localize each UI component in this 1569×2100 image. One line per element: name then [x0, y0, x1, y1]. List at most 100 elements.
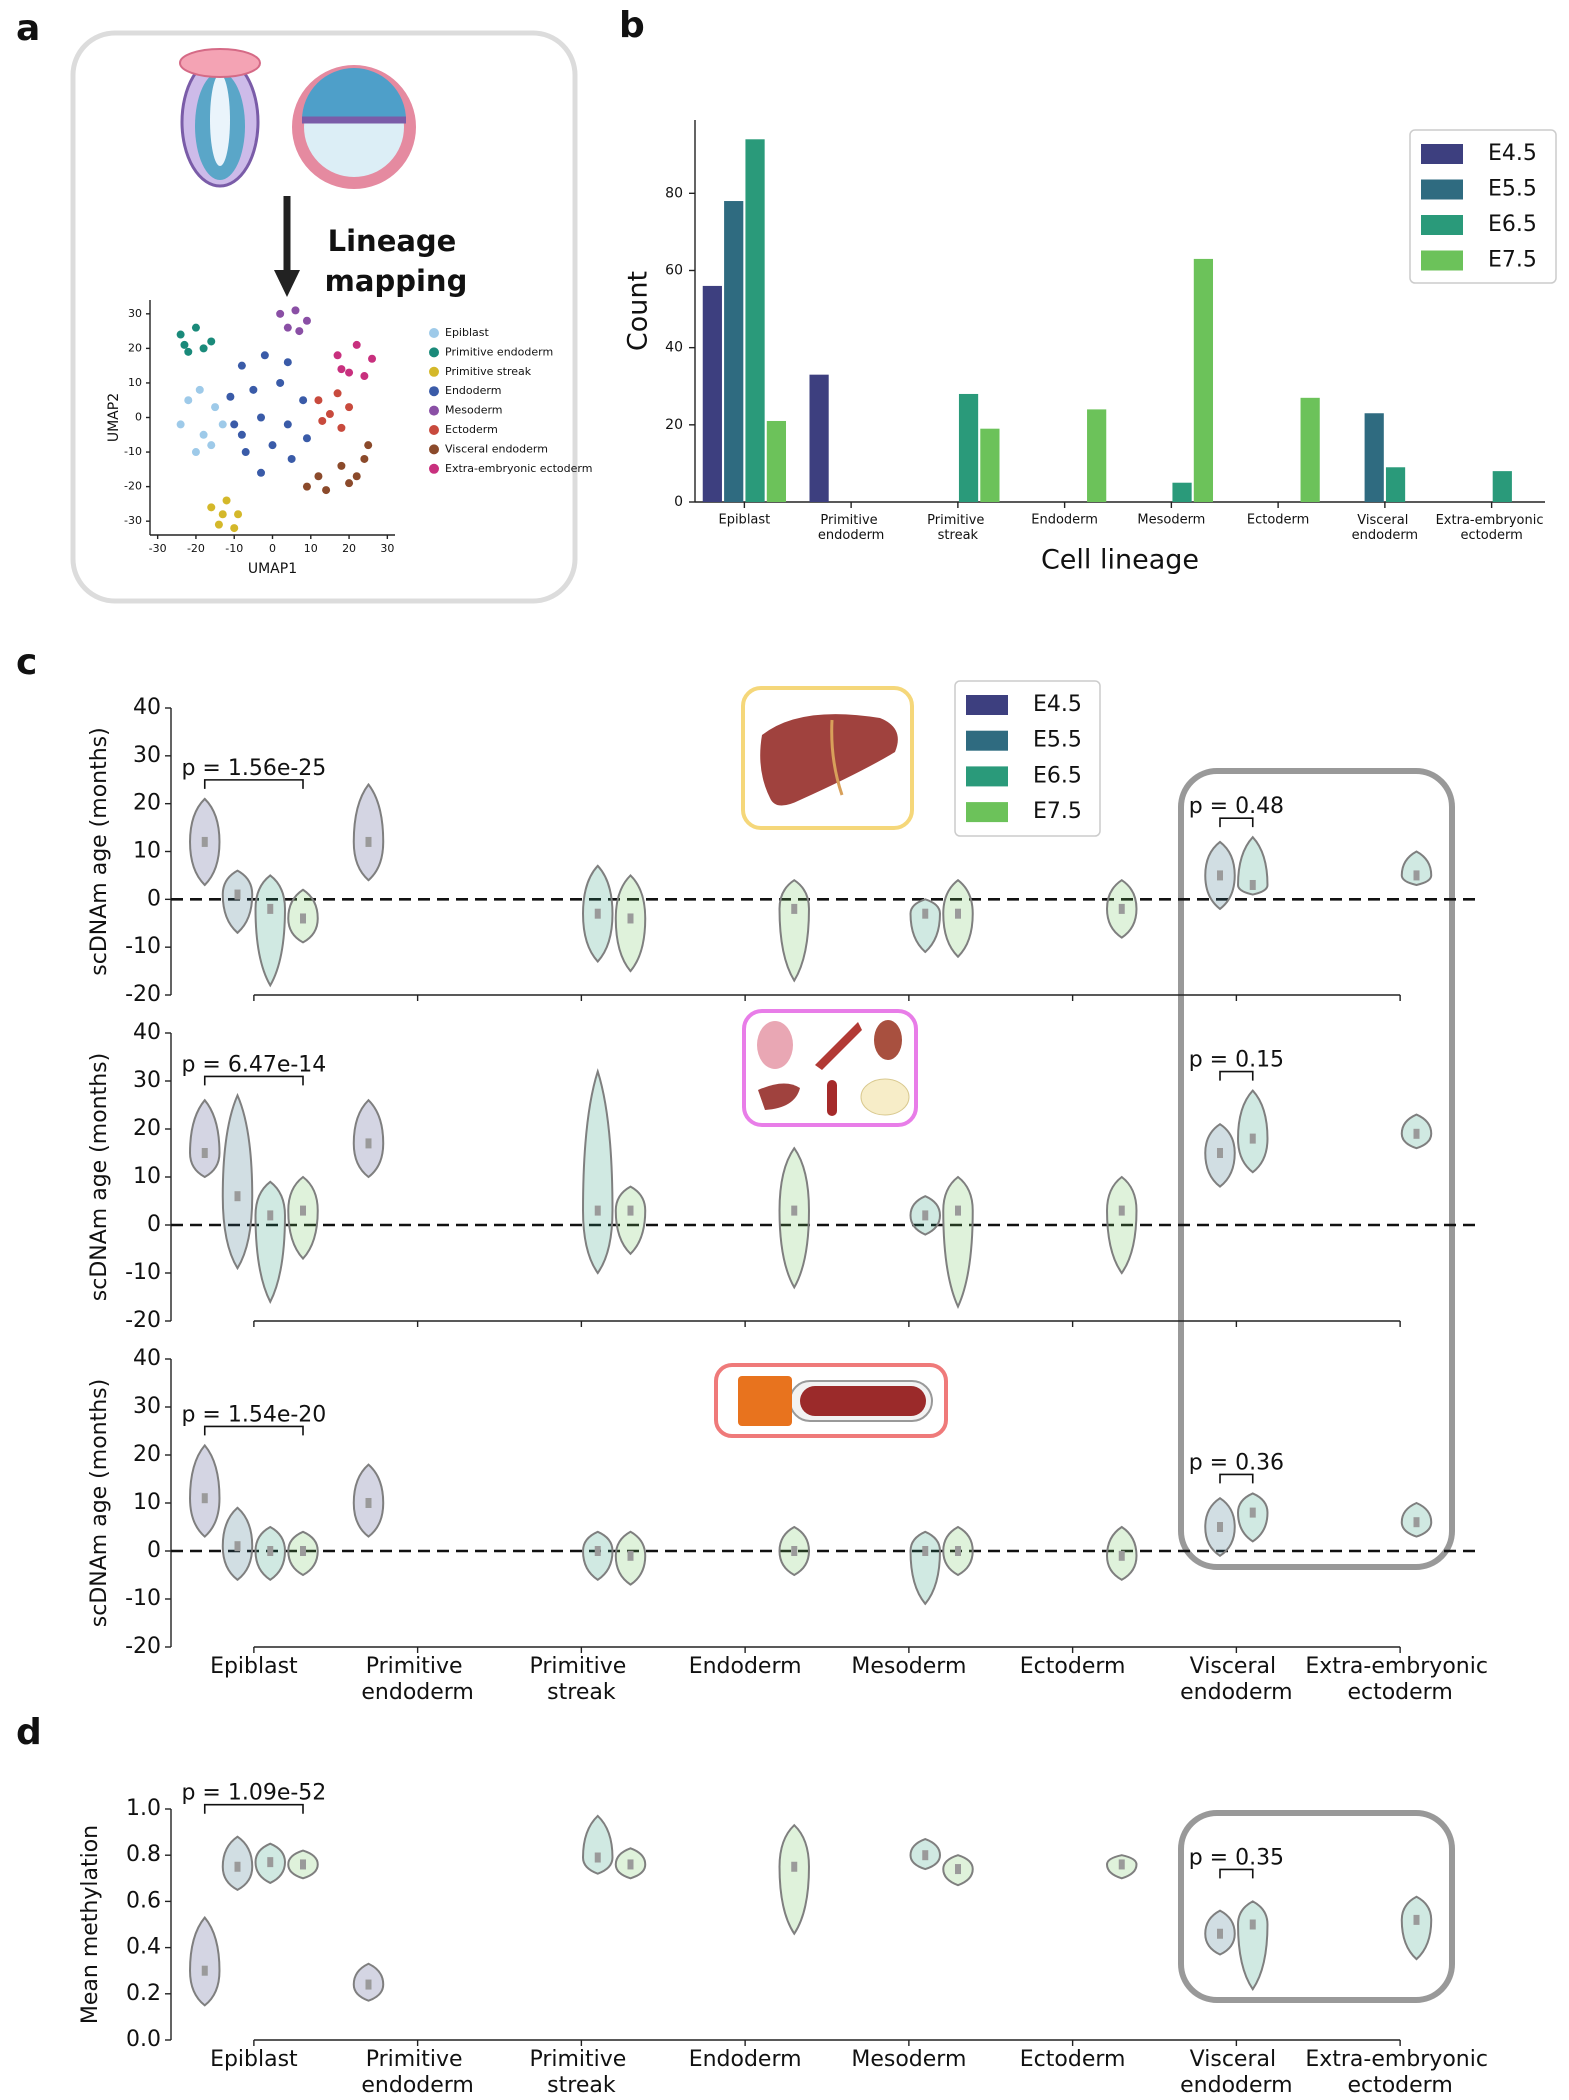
violin-median [1118, 903, 1125, 914]
label-line: Extra-embryonic [1305, 2047, 1495, 2072]
point [345, 403, 354, 412]
legend-marker [429, 405, 439, 416]
label-line: Extra-embryonic [1436, 513, 1548, 528]
violin-median [365, 836, 372, 847]
y-tick-label: 30 [128, 307, 142, 320]
y-tick-label: 10 [133, 1490, 161, 1515]
violin-median [1118, 1550, 1125, 1561]
legend-swatch [1421, 144, 1463, 164]
label-line: ectoderm [1347, 1680, 1452, 1705]
bar [809, 374, 829, 502]
violin-median [234, 1191, 241, 1202]
legend-label: E4.5 [1033, 692, 1082, 717]
y-tick-label: -10 [125, 1586, 161, 1611]
x-tick-label: Visceral endoderm [1180, 2047, 1293, 2098]
point [337, 365, 346, 374]
point [199, 344, 208, 353]
violin-median [922, 1546, 929, 1556]
bar [1300, 397, 1320, 502]
significance-bracket [203, 779, 304, 789]
violin-median [300, 1546, 306, 1556]
x-axis-label: Cell lineage [1041, 545, 1199, 576]
y-tick-label: 20 [133, 791, 161, 816]
point [199, 430, 208, 439]
point [211, 403, 220, 412]
violin-median [267, 1857, 274, 1868]
panel-label: a [16, 8, 40, 49]
violin-median [201, 836, 208, 847]
point [302, 482, 311, 491]
point [314, 472, 323, 481]
point [260, 351, 269, 360]
p-value: p = 1.56e-25 [181, 756, 326, 781]
panel-label: d [16, 1712, 42, 1753]
x-tick-label: Mesoderm [851, 2047, 966, 2072]
label-line: Primitive [927, 513, 988, 528]
highlight-box [1178, 768, 1455, 1570]
x-tick-label: Primitive streak [927, 513, 988, 543]
p-value: p = 0.36 [1189, 1450, 1284, 1475]
legend-box [1409, 129, 1557, 284]
point [268, 441, 277, 450]
point [249, 385, 258, 394]
label-line: Visceral [1190, 2047, 1283, 2072]
highlight-box [1178, 1810, 1455, 2003]
point [345, 368, 354, 377]
kidney [874, 1020, 902, 1060]
point [191, 448, 200, 457]
point [291, 306, 300, 315]
y-tick-label: 10 [128, 376, 142, 389]
violin-median [1413, 1128, 1420, 1139]
point [184, 347, 193, 356]
label-line: Primitive [529, 2047, 633, 2072]
p-value: p = 0.48 [1189, 794, 1284, 819]
panel-label: c [16, 642, 37, 683]
legend-marker [429, 366, 439, 377]
point [295, 327, 304, 336]
point [241, 448, 250, 457]
point [368, 354, 377, 363]
violin-median [300, 1205, 306, 1216]
x-tick-label: Visceral endoderm [1180, 1654, 1293, 1705]
muscle [815, 1022, 862, 1070]
point [207, 337, 216, 346]
x-tick-label: Endoderm [689, 1654, 802, 1679]
violin-median [955, 1546, 961, 1556]
x-tick-label: Primitive streak [529, 1654, 633, 1705]
violin [1237, 1900, 1269, 1991]
point [299, 396, 308, 405]
violin-median [594, 908, 601, 919]
annotation: Lineage [328, 224, 457, 258]
point [364, 441, 373, 450]
point [207, 441, 216, 450]
bar [766, 420, 787, 502]
x-tick-label: Primitive endoderm [361, 1654, 474, 1705]
violin [614, 1185, 647, 1256]
legend-box [954, 680, 1101, 837]
embryo-cavity [210, 74, 230, 166]
legend-swatch [966, 730, 1008, 751]
point [352, 340, 361, 349]
point [184, 396, 193, 405]
y-tick-label: 0 [674, 494, 683, 510]
panel-label: b [619, 5, 645, 46]
violin-median [955, 1205, 961, 1216]
label-line: Primitive [366, 2047, 470, 2072]
x-tick-label: Visceral endoderm [1352, 513, 1418, 543]
violin [254, 1180, 286, 1304]
label-line: endoderm [818, 528, 884, 543]
label-line: ectoderm [1347, 2073, 1452, 2098]
legend-swatch [966, 802, 1008, 823]
liver-icon [741, 686, 914, 830]
violin-median [1217, 1522, 1223, 1532]
arrow-head [274, 270, 300, 297]
violin [352, 782, 385, 882]
point [218, 420, 227, 429]
violin-median [267, 903, 274, 914]
point [333, 389, 342, 398]
x-tick-label: Extra-embryonic ectoderm [1305, 1654, 1495, 1705]
violin-median [594, 1852, 601, 1863]
y-tick-label: 40 [665, 340, 683, 356]
x-tick-label: -20 [187, 542, 205, 555]
y-tick-label: -20 [125, 982, 161, 1007]
